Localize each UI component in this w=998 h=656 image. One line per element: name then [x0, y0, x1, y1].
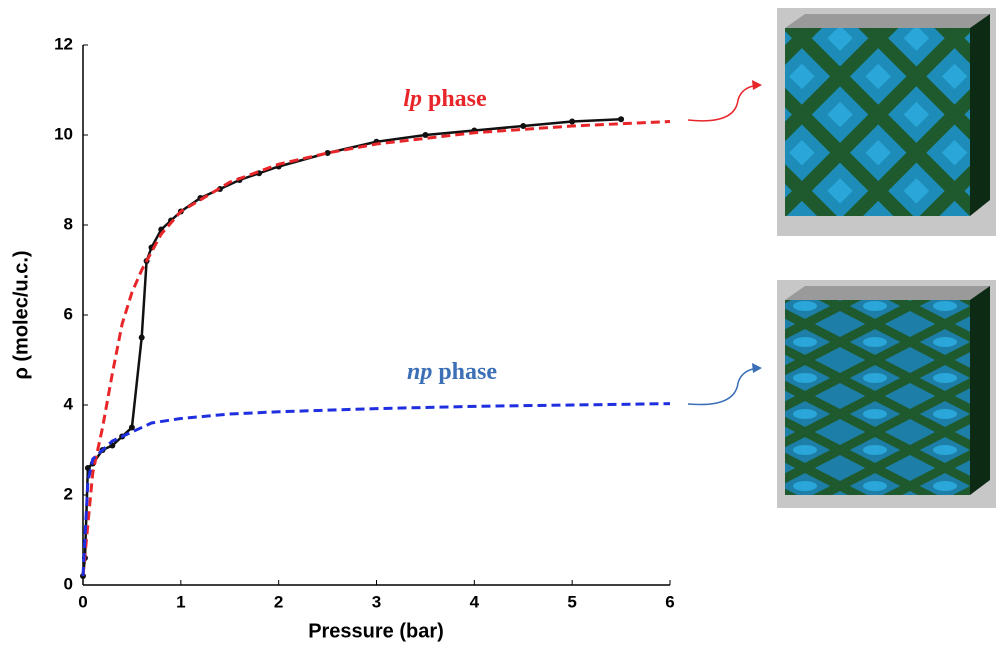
annotation-italic: lp [403, 86, 422, 112]
point [324, 150, 331, 156]
annotation: np phase [407, 359, 497, 385]
y-tick-label: 12 [54, 34, 73, 53]
point [128, 424, 135, 431]
point [422, 132, 429, 138]
x-axis-label: Pressure (bar) [308, 620, 444, 642]
x-tick-label: 1 [176, 592, 185, 611]
x-tick-label: 2 [274, 592, 283, 611]
annotation-italic: np [407, 359, 432, 385]
x-tick-label: 0 [78, 592, 87, 611]
y-tick-label: 6 [64, 304, 73, 323]
point [618, 116, 625, 123]
box-side [970, 14, 990, 216]
series-line [81, 120, 671, 577]
y-axis-label: ρ (molec/u.c.) [10, 250, 32, 379]
y-tick-label: 8 [64, 214, 73, 233]
annotation-text: phase [438, 359, 497, 385]
structure-images [687, 8, 996, 508]
box-top [785, 14, 990, 28]
arrow-head [752, 363, 762, 373]
box-side [970, 286, 990, 495]
y-tick-label: 4 [64, 394, 74, 413]
y-tick-label: 2 [64, 484, 73, 503]
arrow-head [752, 80, 762, 90]
point [138, 334, 145, 341]
point [520, 123, 527, 129]
arrow [687, 367, 761, 406]
x-tick-label: 5 [567, 592, 576, 611]
annotation-text: phase [428, 86, 487, 112]
x-tick-label: 3 [372, 592, 381, 611]
box-top [785, 286, 990, 300]
arrow [687, 84, 761, 122]
point [569, 118, 576, 125]
x-tick-label: 4 [470, 592, 480, 611]
annotation: lp phase [403, 86, 487, 112]
y-tick-label: 0 [64, 574, 73, 593]
x-tick-label: 6 [665, 592, 674, 611]
series-line [81, 118, 622, 577]
series-line [81, 402, 671, 577]
box-front [785, 300, 970, 495]
box-front [785, 28, 970, 216]
y-tick-label: 10 [54, 124, 73, 143]
